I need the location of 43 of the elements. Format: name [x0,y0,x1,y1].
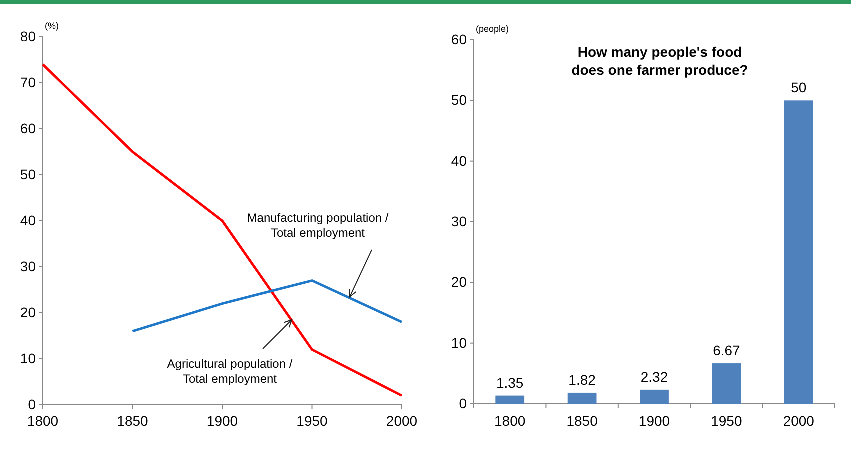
x-tick-label: 1900 [638,413,670,429]
x-tick-label: 1950 [296,413,328,429]
y-tick-label: 10 [451,334,468,351]
y-tick-label: 30 [451,213,468,230]
y-tick-label: 60 [20,120,36,136]
x-tick-label: 2000 [783,413,815,429]
bar [712,364,742,404]
y-tick-label: 50 [20,166,36,182]
x-tick-label: 1950 [711,413,742,429]
y-axis-title: (people) [476,24,510,34]
bar [496,396,525,404]
x-tick-label: 1800 [27,413,59,429]
y-axis-title: (%) [45,21,59,31]
y-tick-label: 0 [28,396,36,412]
y-tick-label: 80 [20,28,36,44]
y-tick-label: 50 [451,92,468,108]
y-tick-label: 20 [20,304,36,320]
series-label: Agricultural population / Total employment [167,357,294,386]
y-tick-label: 40 [451,152,468,169]
x-tick-label: 1850 [566,413,598,429]
data-label: 1.82 [568,372,596,388]
bar [640,390,669,404]
line-series [132,280,404,333]
x-tick-label: 1900 [206,413,238,429]
text: Manufacturing population / Total employment [247,211,390,240]
data-label: 6.67 [713,342,741,359]
y-tick-label: 40 [20,212,36,228]
y-tick-label: 0 [459,395,468,412]
line-series [42,63,404,398]
text: How many people's food does one farmer produce? [572,44,748,78]
x-tick-label: 1850 [117,413,149,429]
data-label: 1.35 [496,374,524,391]
bar [784,100,814,404]
x-tick-label: 2000 [386,413,418,429]
y-tick-label: 10 [20,350,36,366]
y-tick-label: 70 [20,74,36,90]
y-tick-label: 30 [20,258,36,274]
x-tick-label: 1800 [494,413,526,429]
data-label: 50 [791,80,807,96]
data-label: 2.32 [640,368,668,385]
y-tick-label: 60 [451,31,468,48]
y-tick-label: 20 [451,274,468,290]
bar [568,392,597,404]
